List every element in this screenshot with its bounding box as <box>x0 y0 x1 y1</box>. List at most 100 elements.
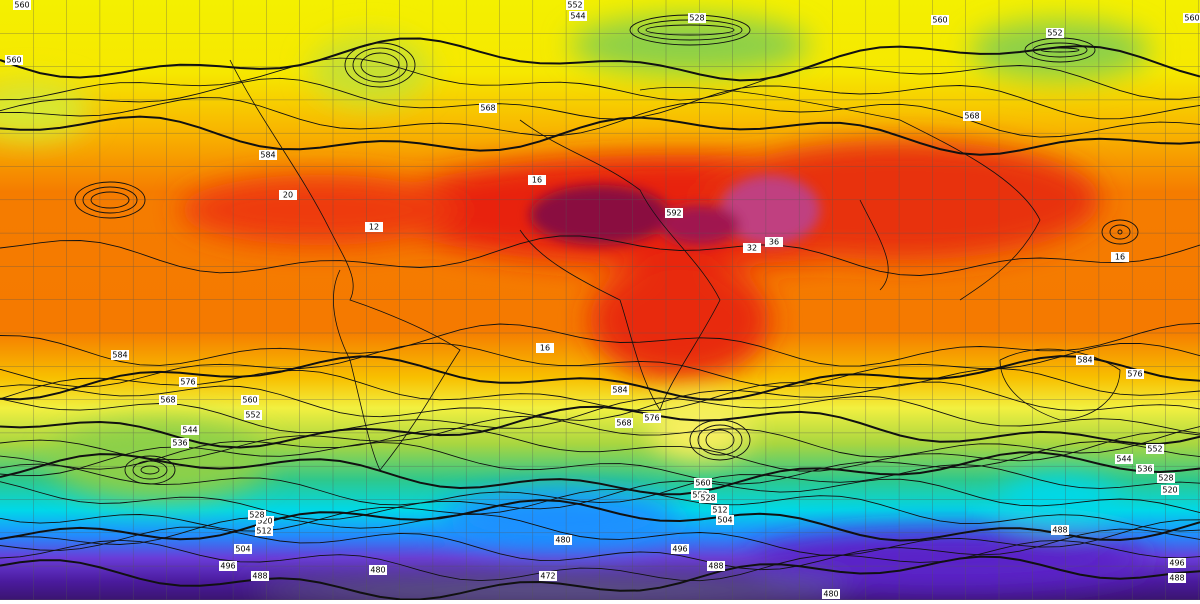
temperature-label: 16 <box>532 176 542 185</box>
temperature-label: 36 <box>769 238 779 247</box>
contour-label: 504 <box>235 545 250 554</box>
contour-label-bg <box>1136 464 1154 474</box>
contour-line <box>0 322 1200 367</box>
contour-line <box>0 57 1200 101</box>
contour-label-bg <box>234 544 252 554</box>
contour-line <box>0 97 1200 138</box>
contour-line <box>0 526 1200 571</box>
contour-loop <box>1040 47 1080 53</box>
contour-label-bg <box>716 515 734 525</box>
contour-label: 488 <box>1052 526 1067 535</box>
contour-line <box>0 235 1200 276</box>
contour-line <box>0 427 1200 472</box>
contour-label-bg <box>671 544 689 554</box>
contour-loop <box>352 47 408 83</box>
contour-label: 536 <box>1137 465 1152 474</box>
temperature-label: 16 <box>540 344 550 353</box>
contour-label: 488 <box>1169 574 1184 583</box>
contour-label-bg <box>13 0 31 10</box>
contour-label-bg <box>699 493 717 503</box>
contour-label-bg <box>611 385 629 395</box>
contour-line <box>0 355 1200 401</box>
contour-label-bg <box>219 561 237 571</box>
contour-label: 544 <box>570 12 585 21</box>
contour-label: 528 <box>700 494 715 503</box>
contour-label: 584 <box>612 386 627 395</box>
contour-loop <box>360 52 400 78</box>
contour-label: 560 <box>242 396 257 405</box>
contour-label-bg <box>1168 573 1186 583</box>
contour-loop <box>140 465 160 475</box>
contour-label-bg <box>251 571 269 581</box>
contour-label-bg <box>479 103 497 113</box>
contour-label-bg <box>688 13 706 23</box>
contour-label-bg <box>1051 525 1069 535</box>
contour-label: 544 <box>1116 455 1131 464</box>
contour-label-bg <box>1046 28 1064 38</box>
temperature-label-bg <box>365 222 383 232</box>
contour-label-bg <box>159 395 177 405</box>
contour-line <box>0 395 1200 434</box>
contour-label-bg <box>171 438 189 448</box>
contour-loop <box>90 191 130 209</box>
contour-label: 496 <box>220 562 235 571</box>
contour-loop <box>645 24 735 36</box>
contour-loop <box>1032 42 1088 58</box>
contour-label: 592 <box>666 209 681 218</box>
contour-label-bg <box>707 561 725 571</box>
temperature-label: 12 <box>369 223 379 232</box>
contour-line <box>0 539 1200 582</box>
contour-label: 528 <box>249 511 264 520</box>
contour-line <box>0 368 1200 412</box>
contour-label: 560 <box>14 1 29 10</box>
contour-loop <box>689 419 751 461</box>
contour-label-bg <box>554 535 572 545</box>
temperature-label-bg <box>1111 252 1129 262</box>
contour-label-bg <box>255 526 273 536</box>
contour-label: 544 <box>182 426 197 435</box>
contour-label-bg <box>244 410 262 420</box>
contour-loop <box>132 460 168 480</box>
contour-line <box>0 415 1200 461</box>
contour-loop <box>697 424 743 456</box>
contour-label: 568 <box>480 104 495 113</box>
contour-label-bg <box>1126 369 1144 379</box>
contour-label: 560 <box>1184 14 1199 23</box>
contour-label-bg <box>615 418 633 428</box>
contour-label-bg <box>539 571 557 581</box>
contour-label-bg <box>694 478 712 488</box>
contour-label-bg <box>1183 13 1200 23</box>
contour-label: 488 <box>708 562 723 571</box>
contour-label: 576 <box>644 414 659 423</box>
contour-loop <box>705 429 735 451</box>
temperature-label-bg <box>765 237 783 247</box>
temperature-label-bg <box>279 190 297 200</box>
contour-label-bg <box>369 565 387 575</box>
contour-label-bg <box>963 111 981 121</box>
contour-label-bg <box>179 377 197 387</box>
contour-label-bg <box>822 589 840 599</box>
contour-line <box>0 463 1200 506</box>
contour-label: 472 <box>540 572 555 581</box>
contour-line <box>0 478 1200 521</box>
contour-loop <box>1101 219 1139 245</box>
contour-label: 560 <box>6 56 21 65</box>
contour-label: 568 <box>160 396 175 405</box>
temperature-label: 32 <box>747 244 757 253</box>
temperature-label: 20 <box>283 191 293 200</box>
contour-line <box>0 440 1200 485</box>
contour-label: 552 <box>567 1 582 10</box>
contour-label-bg <box>569 11 587 21</box>
contour-label: 576 <box>1127 370 1142 379</box>
temperature-label-bg <box>743 243 761 253</box>
contour-label: 552 <box>245 411 260 420</box>
contour-line <box>0 405 1200 449</box>
contour-label: 480 <box>555 536 570 545</box>
contour-line <box>0 451 1200 496</box>
contour-label: 528 <box>1158 474 1173 483</box>
contour-line <box>0 555 1200 601</box>
contour-label-bg <box>181 425 199 435</box>
contour-label: 512 <box>712 506 727 515</box>
